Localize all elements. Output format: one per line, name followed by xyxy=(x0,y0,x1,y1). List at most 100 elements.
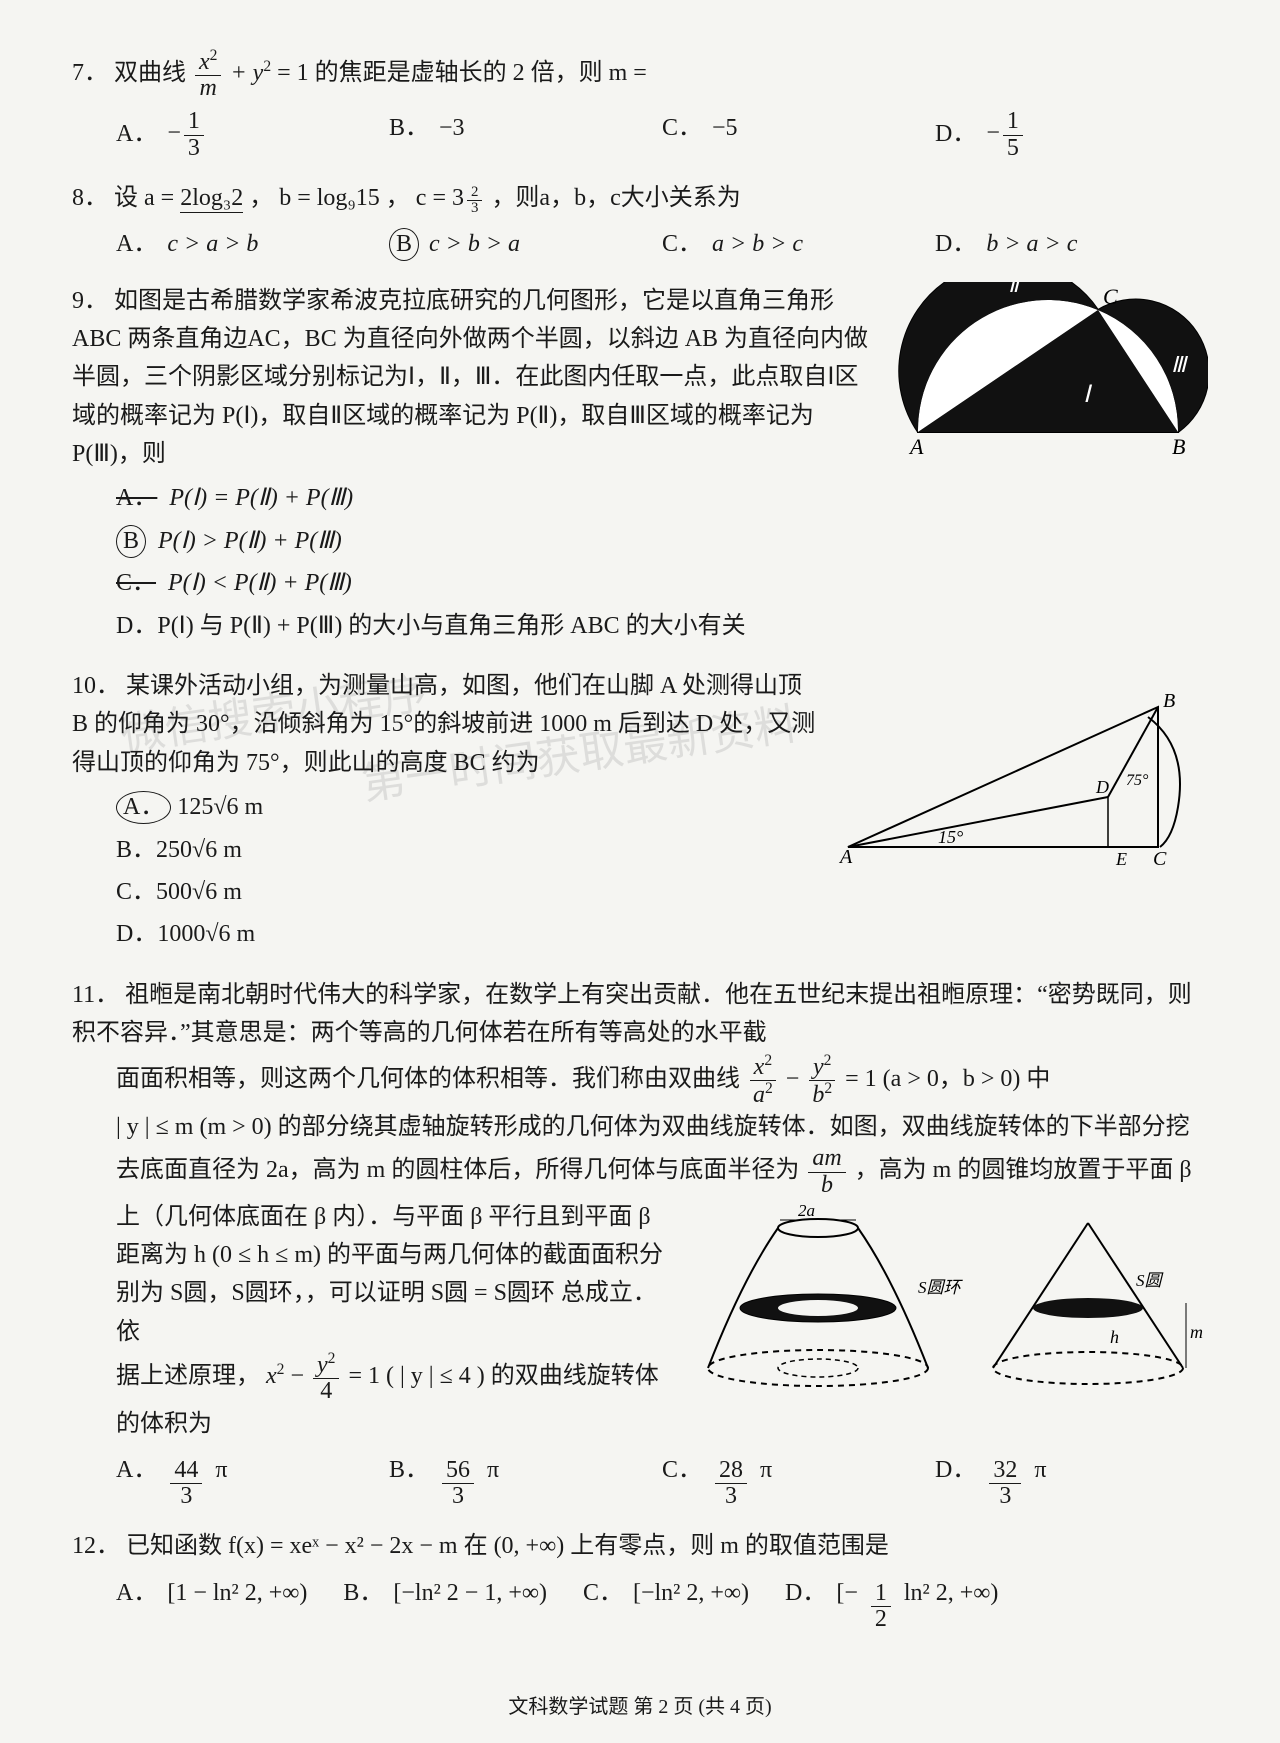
q7-opt-d: D． −15 xyxy=(935,109,1208,160)
question-7: 7． 双曲线 x2 m + y2 = 1 的焦距是虚轴长的 2 倍，则 m = … xyxy=(72,48,1208,161)
q10-figure: A B C D E 15° 75° xyxy=(828,687,1208,867)
question-10: A B C D E 15° 75° 10． 某课外活动小组，为测量山高，如图，他… xyxy=(72,667,1208,958)
q11-text2a: 面面积相等，则这两个几何体的体积相等．我们称由双曲线 xyxy=(116,1066,740,1092)
q9-opt-b: B P(Ⅰ) > P(Ⅱ) + P(Ⅲ) xyxy=(116,522,1208,560)
q9-d-v: P(Ⅰ) 与 P(Ⅱ) + P(Ⅲ) 的大小与直角三角形 ABC 的大小有关 xyxy=(157,613,745,639)
q11-opt-b: B．563π xyxy=(389,1451,662,1509)
q12-d-pre: [− xyxy=(836,1574,858,1612)
svg-text:D: D xyxy=(1095,777,1109,797)
q9-a-v: P(Ⅰ) = P(Ⅱ) + P(Ⅲ) xyxy=(169,485,353,511)
q9-c-v: P(Ⅰ) < P(Ⅱ) + P(Ⅲ) xyxy=(168,570,352,596)
question-8: 8． 设 a = 2log₃2 ， b = log₉15 ， c = 323 ，… xyxy=(72,179,1208,264)
q8-options: A． c > a > b Bc > b > a C． a > b > c D． b >… xyxy=(116,225,1208,263)
q10-text: 某课外活动小组，为测量山高，如图，他们在山脚 A 处测得山顶 B 的仰角为 30… xyxy=(72,673,815,776)
q11-an: 44 xyxy=(170,1458,202,1484)
svg-text:B: B xyxy=(1163,690,1175,712)
q8-exp-d: 3 xyxy=(467,201,482,217)
q12-options: A．[1 − ln² 2, +∞) B．[−ln² 2 − 1, +∞) C．[… xyxy=(116,1574,1208,1632)
q11-ds: π xyxy=(1034,1451,1046,1489)
q8-stem-a: 设 a = xyxy=(114,185,180,211)
svg-text:75°: 75° xyxy=(1126,772,1149,789)
svg-text:C: C xyxy=(1103,284,1118,309)
q11-fd: b xyxy=(817,1173,837,1198)
q11-bd: 3 xyxy=(448,1484,468,1509)
q7-eq: = 1 的焦距是虚轴长的 2 倍，则 m = xyxy=(277,60,647,86)
q11-text2b: = 1 (a > 0，b > 0) 中 xyxy=(845,1066,1050,1092)
svg-text:S圆环: S圆环 xyxy=(918,1278,963,1297)
q7-a-neg: − xyxy=(167,121,181,147)
svg-text:15°: 15° xyxy=(938,827,963,847)
q11-dd: 3 xyxy=(995,1484,1015,1509)
q8-c-v: a > b > c xyxy=(712,225,803,263)
q11-figure: 2a S圆环 S圆 h m xyxy=(688,1198,1208,1388)
q12-a-v: [1 − ln² 2, +∞) xyxy=(167,1574,307,1612)
q8-stem-c: ，则a，b，c大小关系为 xyxy=(491,185,740,211)
q7-a-num: 1 xyxy=(184,109,204,135)
q10-d-v: 1000√6 m xyxy=(157,921,255,947)
q9-opt-c: C． P(Ⅰ) < P(Ⅱ) + P(Ⅲ) xyxy=(116,564,1208,602)
svg-text:A: A xyxy=(838,846,853,867)
q7-opt-b: B． −3 xyxy=(389,109,662,160)
svg-text:h: h xyxy=(1110,1327,1119,1347)
q8-c-l: C． xyxy=(662,225,702,263)
q11-body: 面面积相等，则这两个几何体的体积相等．我们称由双曲线 x2a2 − y2b2 =… xyxy=(116,1053,1208,1443)
q7-d-neg: − xyxy=(986,121,1000,147)
q11-n2: y xyxy=(813,1054,824,1080)
q11-num: 11． xyxy=(72,982,119,1008)
page-footer: 文科数学试题 第 2 页 (共 4 页) xyxy=(0,1691,1280,1723)
svg-text:m: m xyxy=(1190,1322,1203,1342)
q8-b-v: c > b > a xyxy=(429,225,520,263)
q7-rest: + y xyxy=(230,60,263,86)
q8-opt-a: A． c > a > b xyxy=(116,225,389,263)
q7-stem-a: 双曲线 xyxy=(114,60,186,86)
q7-b-val: −3 xyxy=(439,109,465,147)
q7-opt-a: A． −13 xyxy=(116,109,389,160)
q10-opt-c: C．500√6 m xyxy=(116,873,1208,911)
q8-alog: 2log₃2 xyxy=(180,185,243,213)
q10-num: 10． xyxy=(72,673,120,699)
q12-c-v: [−ln² 2, +∞) xyxy=(633,1574,749,1612)
q8-opt-b: Bc > b > a xyxy=(389,225,662,263)
q8-d-v: b > a > c xyxy=(986,225,1077,263)
q8-d-l: D． xyxy=(935,225,976,263)
svg-text:A: A xyxy=(908,434,924,459)
svg-text:2a: 2a xyxy=(798,1201,815,1220)
q12-b-v: [−ln² 2 − 1, +∞) xyxy=(393,1574,547,1612)
q8-exp-n: 2 xyxy=(467,185,482,202)
q12-dn: 1 xyxy=(871,1581,891,1607)
q11-e2d: 4 xyxy=(316,1379,336,1404)
q11-n1: x xyxy=(754,1054,765,1080)
q10-opt-d: D．1000√6 m xyxy=(116,915,1208,953)
q11-e2n: y xyxy=(317,1352,328,1378)
q12-dd: 2 xyxy=(871,1607,891,1632)
q11-e2a: x xyxy=(266,1363,277,1389)
q9-num: 9． xyxy=(72,288,108,314)
svg-text:C: C xyxy=(1153,848,1167,867)
q7-opt-c: C． −5 xyxy=(662,109,935,160)
question-11: 11． 祖暅是南北朝时代伟大的科学家，在数学上有突出贡献．他在五世纪末提出祖暅原… xyxy=(72,976,1208,1510)
q12-opt-c: C．[−ln² 2, +∞) xyxy=(583,1574,749,1632)
q7-frac-num: x xyxy=(199,49,210,75)
q7-num: 7． xyxy=(72,60,108,86)
q12-opt-b: B．[−ln² 2 − 1, +∞) xyxy=(343,1574,547,1632)
q7-options: A． −13 B． −3 C． −5 D． −15 xyxy=(116,109,1208,160)
q8-a-v: c > a > b xyxy=(167,225,258,263)
q8-opt-c: C． a > b > c xyxy=(662,225,935,263)
q11-opt-c: C．283π xyxy=(662,1451,935,1509)
q11-as: π xyxy=(215,1451,227,1489)
q11-d2: b xyxy=(812,1082,824,1108)
q8-a-l: A． xyxy=(116,225,157,263)
q9-text: 如图是古希腊数学家希波克拉底研究的几何图形，它是以直角三角形 ABC 两条直角边… xyxy=(72,288,868,468)
q11-cs: π xyxy=(760,1451,772,1489)
q8-b-l: B xyxy=(389,228,419,261)
svg-text:E: E xyxy=(1115,849,1127,867)
q7-c-letter: C． xyxy=(662,109,702,147)
q11-text1: 祖暅是南北朝时代伟大的科学家，在数学上有突出贡献．他在五世纪末提出祖暅原理：“密… xyxy=(72,982,1192,1046)
q9-b-v: P(Ⅰ) > P(Ⅱ) + P(Ⅲ) xyxy=(158,528,342,554)
q11-cd: 3 xyxy=(721,1484,741,1509)
q12-opt-d: D．[−12ln² 2, +∞) xyxy=(785,1574,998,1632)
q12-text: 已知函数 f(x) = xeˣ − x² − 2x − m 在 (0, +∞) … xyxy=(126,1533,889,1559)
q11-fn: am xyxy=(808,1146,845,1172)
q10-c-v: 500√6 m xyxy=(156,879,242,905)
q8-opt-d: D． b > a > c xyxy=(935,225,1208,263)
